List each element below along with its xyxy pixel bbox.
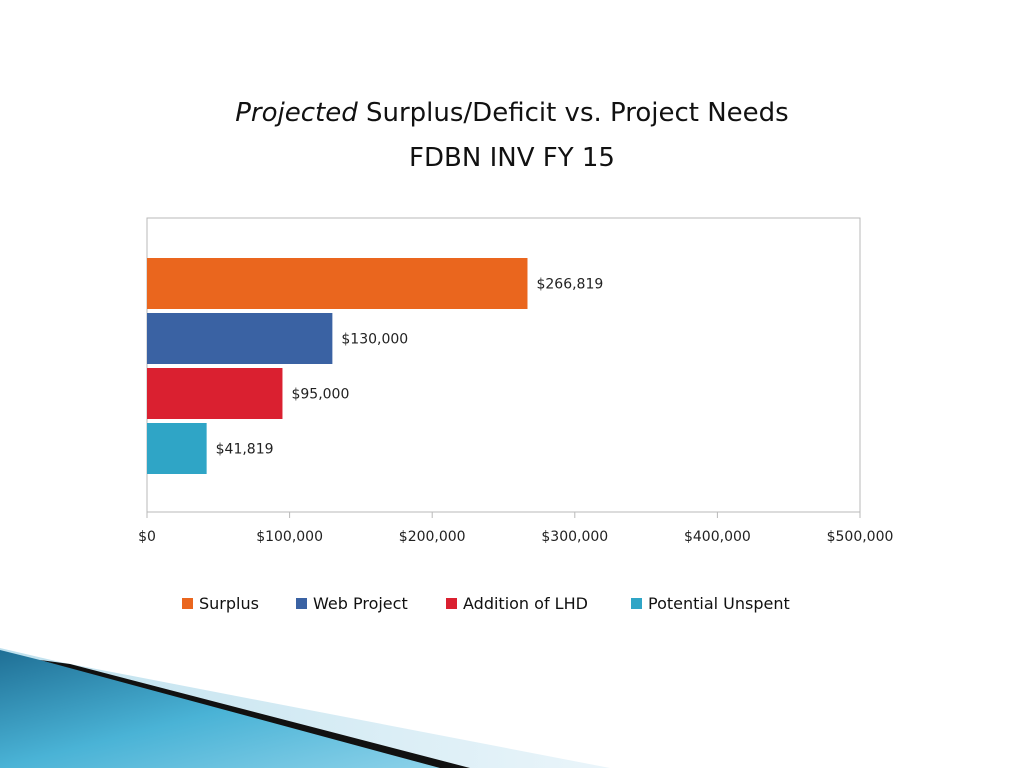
x-tick-label: $300,000	[541, 529, 608, 545]
data-label: $41,819	[216, 442, 274, 458]
x-tick-label: $400,000	[684, 529, 751, 545]
legend-label: Potential Unspent	[648, 594, 790, 613]
data-label: $130,000	[341, 332, 408, 348]
slide-subtitle: FDBN INV FY 15	[409, 143, 615, 173]
data-label: $266,819	[536, 277, 603, 293]
plot-area	[146, 217, 861, 513]
legend-swatch	[446, 598, 457, 609]
data-label: $95,000	[291, 387, 349, 403]
x-tick-label: $100,000	[256, 529, 323, 545]
slide-title: Projected Surplus/Deficit vs. Project Ne…	[0, 98, 1024, 128]
legend-swatch	[296, 598, 307, 609]
legend-item: Potential Unspent	[631, 594, 790, 613]
legend-label: Surplus	[199, 594, 259, 613]
legend-item: Web Project	[296, 594, 408, 613]
bar-addition-of-lhd	[147, 368, 283, 419]
bar-surplus	[147, 258, 528, 309]
title-rest: Surplus/Deficit vs. Project Needs	[357, 98, 789, 128]
x-tick-label: $0	[138, 529, 156, 545]
bar-web-project	[147, 313, 333, 364]
legend-label: Web Project	[313, 594, 408, 613]
legend: Surplus Web Project Addition of LHD Potenti…	[0, 594, 1024, 614]
title-italic: Projected	[235, 98, 358, 128]
legend-swatch	[182, 598, 193, 609]
bar-potential-unspent	[147, 423, 207, 474]
x-tick-label: $500,000	[827, 529, 894, 545]
legend-item: Addition of LHD	[446, 594, 588, 613]
legend-item: Surplus	[182, 594, 259, 613]
legend-label: Addition of LHD	[463, 594, 588, 613]
x-tick-label: $200,000	[399, 529, 466, 545]
legend-swatch	[631, 598, 642, 609]
